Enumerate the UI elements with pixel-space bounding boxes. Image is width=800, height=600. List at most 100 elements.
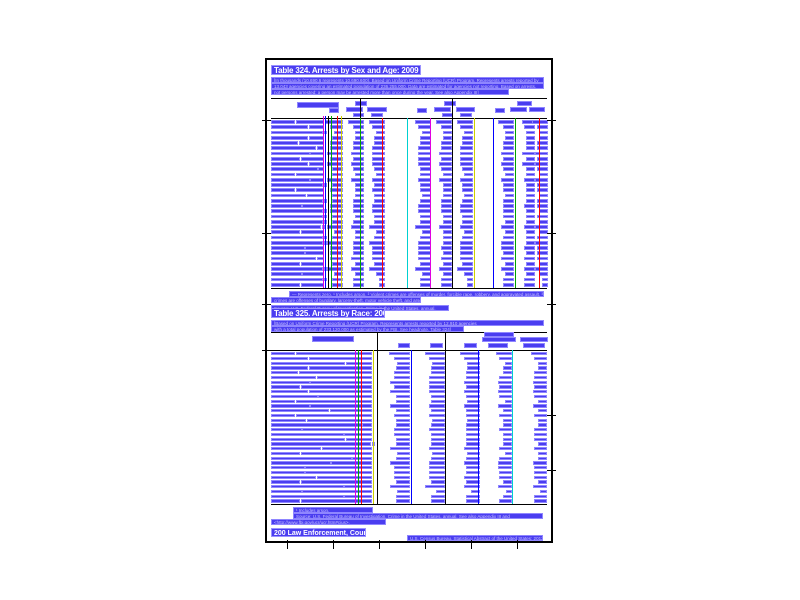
table-row-label: Other assaults <box>271 404 310 408</box>
table-row-leader <box>344 432 372 437</box>
table-row-label: Sex offenses (except forcible rape and p… <box>271 442 371 446</box>
table-row-leader <box>302 272 324 277</box>
frame-tick-left-1 <box>262 120 271 121</box>
table1-stub-header: Offense charged <box>297 102 339 108</box>
table-cell: 114,124 <box>463 461 480 465</box>
table-cell: 1,957.6 <box>456 267 473 271</box>
table-cell: 455.8 <box>330 251 343 256</box>
table-cell: 71.8 <box>503 146 514 151</box>
table-cell: 365.0 <box>535 151 548 156</box>
table-cell: 0.2 <box>538 135 548 140</box>
table-cell: 433,734 <box>463 447 480 451</box>
table1-subtitle-line-1: [In thousands (10,690.6 represents 10,69… <box>271 77 544 83</box>
table-row-label: Drunkenness <box>271 470 305 475</box>
table-cell: 86,132 <box>395 494 410 498</box>
table-cell: 227.5 <box>330 204 343 208</box>
table-cell: 840 <box>502 442 512 446</box>
table-cell: 212.1 <box>535 177 548 182</box>
table-cell: 19.1 <box>462 261 473 266</box>
table-cell: 9.9 <box>442 219 452 224</box>
table-cell: 0.1 <box>525 230 535 235</box>
table-cell: 124.8 <box>460 204 473 208</box>
table-cell: 4,582 <box>499 356 512 361</box>
table-cell: 9,739 <box>397 361 410 365</box>
table-row-label: Liquor laws <box>271 466 305 470</box>
column-guide-line <box>323 116 324 289</box>
table-row-leader <box>305 251 324 256</box>
table-cell: 1,093.8 <box>368 240 385 245</box>
table-cell: 57,166 <box>465 428 480 432</box>
table-cell: 5,181 <box>534 356 547 361</box>
table1-header-rule <box>271 118 547 119</box>
table-cell: 66.2 <box>353 125 364 130</box>
column-guide-line <box>341 116 342 289</box>
table-row-label: Aggravated assault <box>271 375 317 380</box>
table-cell: 65.0 <box>374 183 385 187</box>
table-cell: 0.5 <box>525 172 535 177</box>
table-cell: 58.1 <box>524 177 535 182</box>
table-cell: 56,560 <box>395 437 410 441</box>
table-cell: 0.6 <box>525 183 535 187</box>
table-row-leader <box>295 188 324 193</box>
table-cell: 222 <box>502 366 512 370</box>
table-cell: 74.6 <box>537 125 548 130</box>
table-cell: 119.4 <box>501 246 514 250</box>
table-cell: 1.3 <box>354 230 364 235</box>
table1-group-male: Male <box>444 101 456 106</box>
table-cell: 1,261 <box>534 432 547 437</box>
table-cell: 3,795 <box>534 375 547 380</box>
table-cell: 37.9 <box>503 214 514 219</box>
frame-tick-bottom-4 <box>425 540 426 549</box>
table-cell: 63,869 <box>395 442 410 446</box>
table-cell: 57.0 <box>462 198 473 203</box>
table-row-label: Sex offenses (except forcible rape and p… <box>271 219 323 224</box>
table-row-leader <box>308 162 324 166</box>
table-cell: 727 <box>502 423 512 427</box>
table-cell: 14.7 <box>503 167 514 172</box>
table-cell: 79,724 <box>430 432 445 437</box>
table2-col-total: Total <box>398 343 410 348</box>
table-cell: 49.2 <box>462 219 473 224</box>
table-cell: 240 <box>537 366 547 370</box>
table-cell: 1,296,712 <box>390 447 410 451</box>
table-cell: 7.3 <box>525 156 535 161</box>
table-row-leader <box>295 413 372 418</box>
table-row-label: Larceny-theft <box>271 162 309 166</box>
table-row-label: Drug abuse violations <box>271 225 322 229</box>
table-cell: 54,056 <box>430 423 445 427</box>
table-row-label: Other assaults <box>271 177 310 182</box>
table2-subtitle-line-1: [Based on Uniform Crime Reporting (UCR) … <box>271 320 544 326</box>
table-cell: 142.2 <box>330 209 343 214</box>
table-cell: 57,546 <box>465 371 480 375</box>
table-cell: 10.4 <box>537 141 548 145</box>
frame-tick-right-4 <box>547 415 556 416</box>
table-cell: 959,983 <box>428 461 445 465</box>
table-row-label: Vagrancy <box>271 480 300 484</box>
table-cell: 198.4 <box>460 146 473 151</box>
column-guide-line <box>361 350 362 504</box>
table-cell: 2.8 <box>354 261 364 266</box>
table-cell: 1,027.8 <box>326 177 343 182</box>
table-cell: 5.7 <box>463 230 473 235</box>
table-row-label: Burglary <box>271 385 300 389</box>
table-cell: 3.1 <box>525 240 535 245</box>
table-cell: 172,727 <box>463 475 480 479</box>
table-cell: 1,041 <box>534 371 547 375</box>
table-cell: 138.6 <box>351 256 364 261</box>
table-cell: 23,833 <box>465 437 480 441</box>
table-cell: 3.0 <box>525 251 535 256</box>
table-cell: 0.7 <box>525 261 535 266</box>
table-cell: 108.3 <box>439 177 452 182</box>
table-cell: 0.1 <box>525 135 535 140</box>
table-cell: 418.9 <box>501 162 514 166</box>
table-row-label: Prostitution and commercialized vice <box>271 214 323 219</box>
column-guide-line <box>493 118 494 289</box>
column-guide-line <box>452 118 453 289</box>
table-row-leader <box>302 428 372 432</box>
table-cell: 115.4 <box>372 209 385 214</box>
table-cell: 54.8 <box>503 282 514 287</box>
column-guide-line <box>328 116 329 289</box>
table-cell: 8,292 <box>499 475 512 479</box>
column-guide-line <box>515 118 516 289</box>
table-row-label: Driving under the influence <box>271 461 331 465</box>
